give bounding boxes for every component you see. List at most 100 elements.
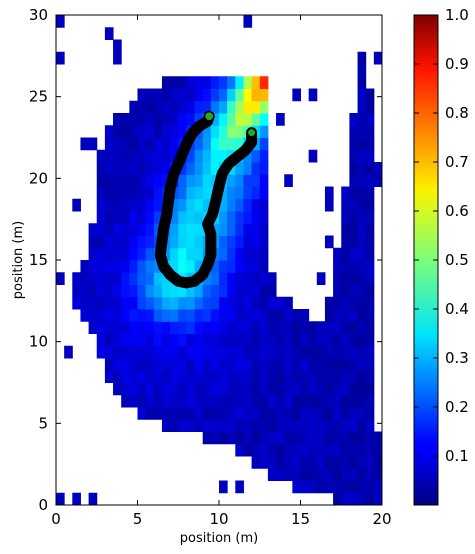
heatmap-cell: [104, 211, 114, 224]
heatmap-cell: [178, 162, 187, 175]
heatmap-cell: [357, 247, 367, 261]
heatmap-cell: [373, 480, 382, 494]
heatmap-cell: [235, 284, 244, 298]
heatmap-cell: [235, 309, 244, 322]
heatmap-cell: [284, 443, 293, 457]
heatmap-cell: [96, 186, 106, 200]
heatmap-cell: [137, 309, 147, 322]
heatmap-cell: [324, 407, 334, 420]
heatmap-cell: [219, 235, 228, 249]
heatmap-cell: [267, 468, 277, 481]
heatmap-cell: [186, 321, 196, 334]
heatmap-cell: [333, 370, 342, 383]
heatmap-cell: [72, 492, 81, 505]
heatmap-cell: [276, 345, 285, 359]
heatmap-cell: [357, 370, 367, 383]
heatmap-cell: [316, 407, 326, 420]
heatmap-cell: [235, 76, 244, 89]
heatmap-cell: [170, 149, 179, 163]
heatmap-cell: [251, 382, 261, 396]
heatmap-cell: [276, 296, 285, 310]
heatmap-cell: [88, 296, 98, 310]
heatmap-cell: [365, 394, 375, 408]
heatmap-cell: [300, 480, 310, 494]
heatmap-cell: [202, 284, 212, 298]
heatmap-cell: [194, 223, 204, 236]
heatmap-cell: [161, 321, 171, 334]
heatmap-cell: [333, 419, 342, 432]
heatmap-cell: [219, 407, 228, 420]
heatmap-cell: [341, 407, 350, 420]
heatmap-cell: [251, 223, 261, 236]
heatmap-cell: [235, 321, 244, 334]
heatmap-cell: [121, 211, 130, 224]
heatmap-cell: [292, 419, 301, 432]
heatmap-cell: [243, 407, 253, 420]
heatmap-cell: [365, 100, 375, 114]
heatmap-cell: [235, 480, 244, 494]
heatmap-cell: [104, 272, 114, 285]
heatmap-cell: [259, 247, 269, 261]
heatmap-cell: [186, 211, 196, 224]
heatmap-cell: [227, 100, 236, 114]
heatmap-cell: [243, 443, 253, 457]
heatmap-cell: [251, 186, 261, 200]
heatmap-cell: [316, 358, 326, 371]
heatmap-cell: [186, 382, 196, 396]
heatmap-cell: [333, 431, 342, 445]
heatmap-cell: [276, 443, 285, 457]
heatmap-cell: [365, 223, 375, 236]
heatmap-cell: [137, 162, 147, 175]
heatmap-cell: [194, 321, 204, 334]
heatmap-cell: [145, 272, 155, 285]
heatmap-cell: [349, 370, 359, 383]
heatmap-cell: [170, 247, 179, 261]
heatmap-cell: [227, 309, 236, 322]
heatmap-cell: [349, 247, 359, 261]
heatmap-cell: [210, 88, 220, 102]
heatmap-cell: [324, 198, 334, 212]
heatmap-cell: [259, 419, 269, 432]
heatmap-cell: [243, 174, 253, 187]
heatmap-cell: [137, 382, 147, 396]
heatmap-cell: [349, 419, 359, 432]
heatmap-cell: [170, 125, 179, 138]
heatmap-cell: [210, 113, 220, 126]
heatmap-cell: [243, 309, 253, 322]
heatmap-cell: [243, 370, 253, 383]
heatmap-cell: [267, 419, 277, 432]
heatmap-cell: [186, 186, 196, 200]
heatmap-cell: [324, 309, 334, 322]
heatmap-cell: [104, 296, 114, 310]
heatmap-cell: [88, 137, 98, 151]
heatmap-cell: [259, 407, 269, 420]
heatmap-cell: [210, 431, 220, 445]
heatmap-cell: [251, 235, 261, 249]
heatmap-cell: [219, 431, 228, 445]
heatmap-cell: [202, 407, 212, 420]
heatmap-cell: [104, 223, 114, 236]
heatmap-cell: [341, 235, 350, 249]
heatmap-cell: [202, 345, 212, 359]
heatmap-cell: [324, 419, 334, 432]
heatmap-cell: [324, 186, 334, 200]
heatmap-cell: [276, 407, 285, 420]
heatmap-cell: [145, 100, 155, 114]
heatmap-cell: [292, 480, 301, 494]
heatmap-cell: [349, 456, 359, 469]
heatmap-cell: [243, 198, 253, 212]
heatmap-cell: [259, 382, 269, 396]
heatmap-cell: [243, 272, 253, 285]
heatmap-cell: [235, 211, 244, 224]
heatmap-cell: [129, 333, 138, 347]
heatmap-cell: [104, 284, 114, 298]
heatmap-cell: [113, 125, 122, 138]
heatmap-cell: [104, 333, 114, 347]
heatmap-cell: [202, 125, 212, 138]
heatmap-cell: [121, 394, 130, 408]
heatmap-cell: [210, 162, 220, 175]
heatmap-cell: [227, 125, 236, 138]
heatmap-cell: [349, 358, 359, 371]
heatmap-cell: [300, 358, 310, 371]
heatmap-cell: [235, 394, 244, 408]
